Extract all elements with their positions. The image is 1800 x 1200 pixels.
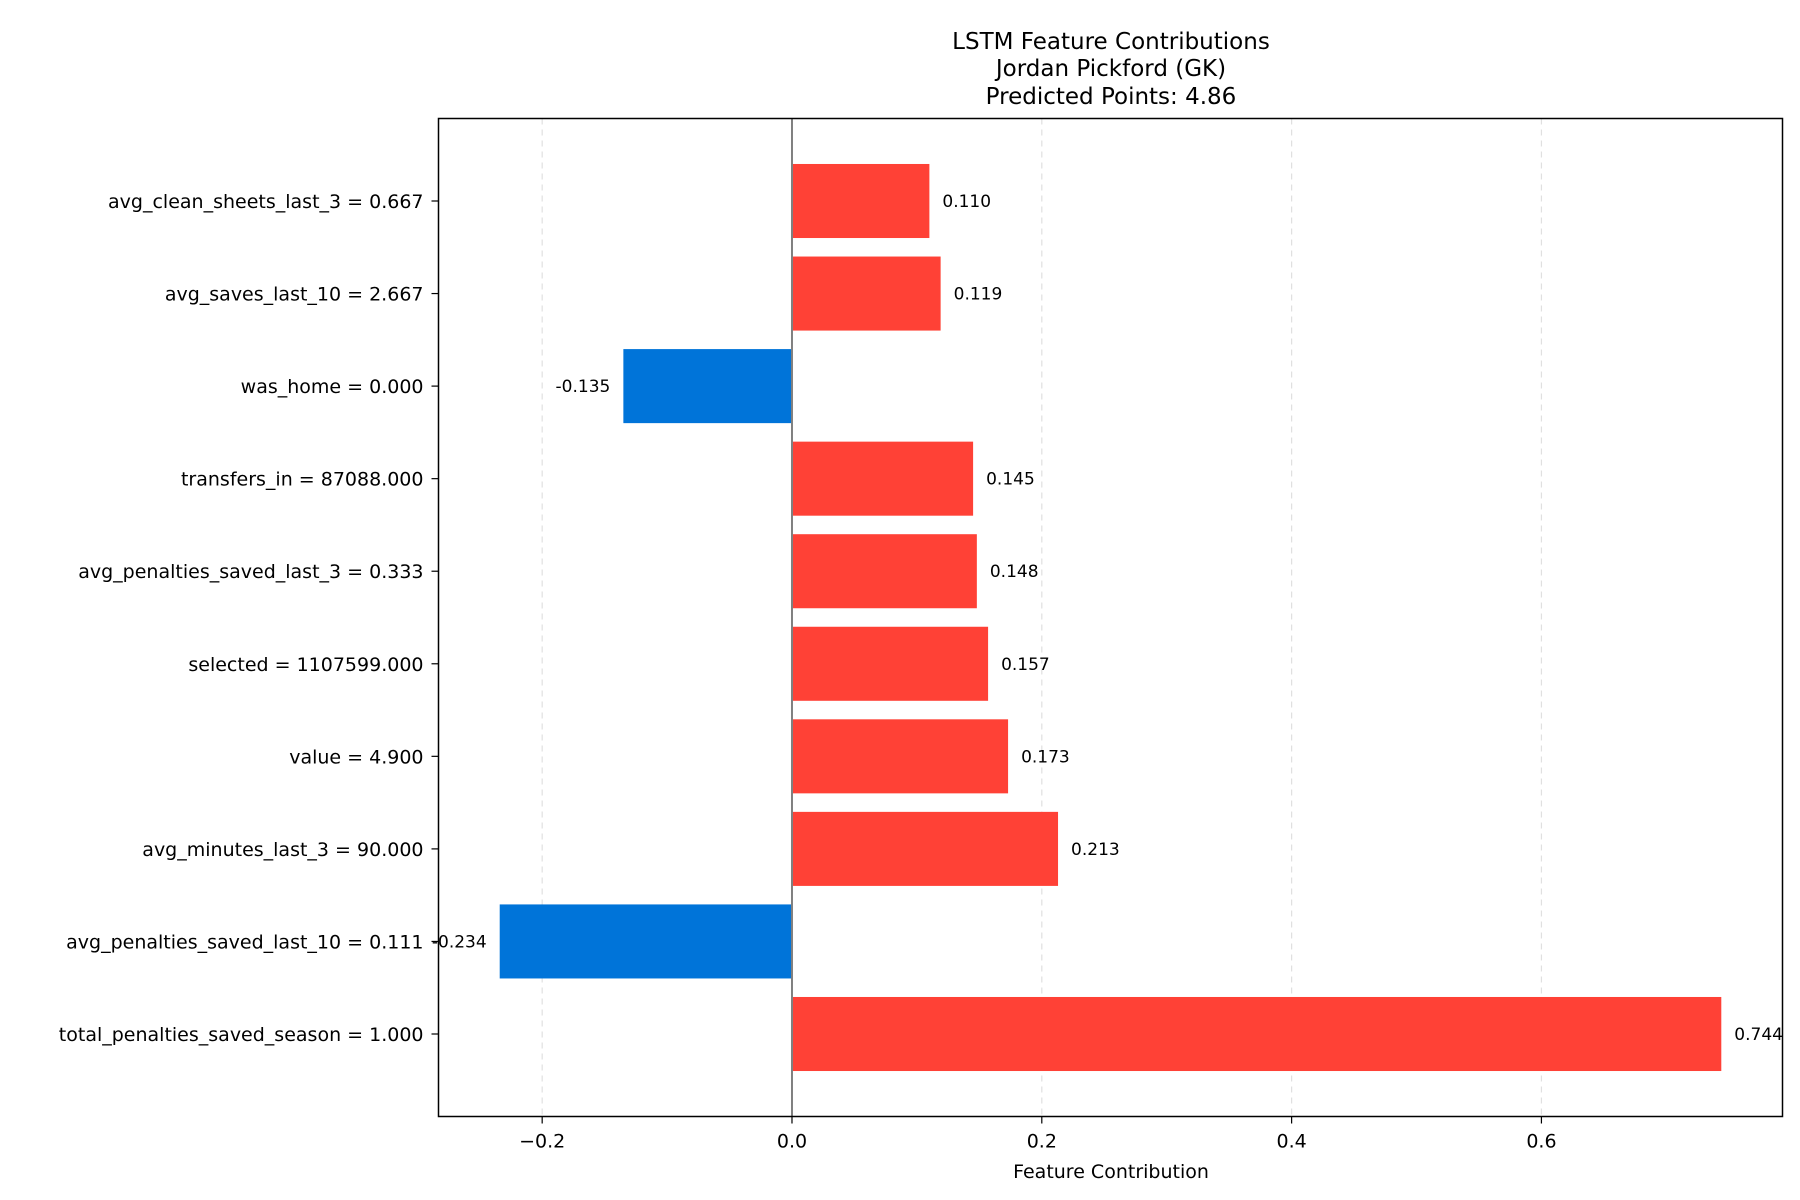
value-label: 0.110 [942,192,991,212]
bar-4 [791,534,977,609]
x-tick-label: 0.0 [777,1131,807,1153]
value-label: 0.119 [954,285,1003,305]
y-tick-label: avg_penalties_saved_last_10 = 0.111 [66,931,423,953]
y-tick-label: avg_clean_sheets_last_3 = 0.667 [108,191,423,213]
value-label: 0.173 [1021,747,1070,767]
plot-frame [437,117,1784,1118]
value-label: 0.157 [1001,655,1050,675]
chart-title: LSTM Feature Contributions [952,29,1270,55]
value-label: 0.744 [1734,1025,1783,1045]
chart-subtitle-predicted: Predicted Points: 4.86 [986,84,1237,110]
y-axis-labels: avg_clean_sheets_last_3 = 0.667 avg_saves… [59,191,439,1046]
value-label: 0.213 [1071,840,1120,860]
bar-0 [791,163,930,239]
y-tick-label: transfers_in = 87088.000 [181,469,424,491]
y-tick-label: was_home = 0.000 [241,376,424,398]
x-tick-label: 0.2 [1027,1131,1057,1153]
bar-5 [791,626,989,701]
value-label: 0.148 [990,562,1039,582]
y-tick-label: value = 4.900 [289,746,423,768]
bar-9 [791,996,1722,1072]
x-tick-label: 0.6 [1526,1131,1556,1153]
bar-3 [791,441,974,516]
value-label: -0.234 [432,932,487,952]
value-labels: 0.110 0.119 -0.135 0.145 0.148 0.157 0.173 0.21… [432,192,1783,1045]
y-tick-label: selected = 1107599.000 [188,654,423,676]
value-label: 0.145 [986,470,1035,490]
bar-2 [623,349,792,424]
chart-subtitle: Jordan Pickford (GK) [994,56,1226,82]
y-tick-label: avg_saves_last_10 = 2.667 [165,284,424,306]
x-axis-ticks: −0.2 0.0 0.2 0.4 0.6 [519,1116,1557,1153]
y-tick-label: avg_minutes_last_3 = 90.000 [142,839,423,861]
bars-group [499,163,1722,1072]
bar-6 [791,719,1009,794]
bar-8 [499,904,792,979]
y-tick-label: total_penalties_saved_season = 1.000 [59,1024,424,1046]
y-tick-label: avg_penalties_saved_last_3 = 0.333 [78,561,423,583]
bar-7 [791,811,1059,886]
x-tick-label: −0.2 [519,1131,565,1153]
x-tick-label: 0.4 [1277,1131,1307,1153]
bar-1 [791,256,941,331]
value-label: -0.135 [556,377,611,397]
x-axis-label: Feature Contribution [1013,1161,1209,1183]
